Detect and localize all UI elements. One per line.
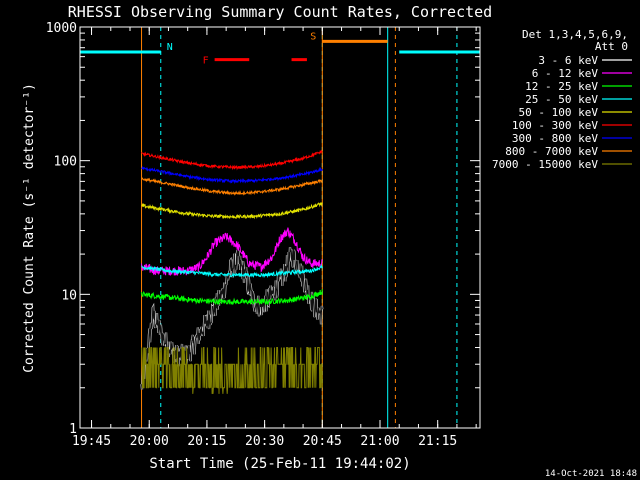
legend-label-3-6-kev: 3 - 6 keV xyxy=(538,54,598,67)
x-tick-label-21-00: 21:00 xyxy=(360,434,399,449)
y-tick-label-10: 10 xyxy=(61,288,77,303)
legend-label-100-300-kev: 100 - 300 keV xyxy=(512,119,598,132)
legend-label-800-7000-kev: 800 - 7000 keV xyxy=(505,145,598,158)
series-line-6-12-kev xyxy=(141,227,323,277)
legend-label-25-50-kev: 25 - 50 keV xyxy=(525,93,598,106)
x-tick-label-19-45: 19:45 xyxy=(72,434,111,449)
legend-label-300-800-kev: 300 - 800 keV xyxy=(512,132,598,145)
y-tick-label-1000: 1000 xyxy=(46,21,77,36)
chart-title: RHESSI Observing Summary Count Rates, Co… xyxy=(68,3,492,21)
legend-label-7000-15000-kev: 7000 - 15000 keV xyxy=(492,158,598,171)
legend-header-0: Det 1,3,4,5,6,9, xyxy=(522,28,628,41)
plot-frame xyxy=(79,26,481,429)
y-tick-label-100: 100 xyxy=(54,155,77,170)
series-line-50-100-kev xyxy=(141,202,323,220)
y-tick-label-1: 1 xyxy=(69,422,77,437)
series-line-300-800-kev xyxy=(141,165,323,185)
legend-label-50-100-kev: 50 - 100 keV xyxy=(519,106,599,119)
series-line-100-300-kev xyxy=(141,149,323,171)
y-axis-label: Corrected Count Rate (s⁻¹ detector⁻¹) xyxy=(22,83,37,373)
legend-header-1: Att 0 xyxy=(595,40,628,53)
x-tick-label-21-15: 21:15 xyxy=(418,434,457,449)
legend-label-6-12-kev: 6 - 12 keV xyxy=(532,67,599,80)
state-bars: N S F xyxy=(80,31,480,67)
legend-label-12-25-kev: 12 - 25 keV xyxy=(525,80,598,93)
series-line-12-25-kev xyxy=(141,289,323,306)
axes: 19:45 20:00 20:15 20:30 20:45 21:00 21:15 1 10 10… xyxy=(46,21,481,449)
x-tick-label-20-45: 20:45 xyxy=(303,434,342,449)
state-label-f: F xyxy=(203,56,209,67)
x-tick-label-20-15: 20:15 xyxy=(187,434,226,449)
series-line-25-50-kev xyxy=(141,263,323,279)
series-lines xyxy=(140,149,324,394)
x-tick-label-20-00: 20:00 xyxy=(130,434,169,449)
series-line-800-7000-kev xyxy=(141,177,323,196)
state-label-s: S xyxy=(310,31,316,42)
x-axis-label: Start Time (25-Feb-11 19:44:02) xyxy=(149,456,410,472)
series-line-7000-15000-kev xyxy=(141,347,323,394)
state-label-n: N xyxy=(167,42,173,53)
x-tick-label-20-30: 20:30 xyxy=(245,434,284,449)
series-line-3-6-kev xyxy=(141,247,323,390)
footer-timestamp: 14-Oct-2021 18:48 xyxy=(545,469,637,479)
